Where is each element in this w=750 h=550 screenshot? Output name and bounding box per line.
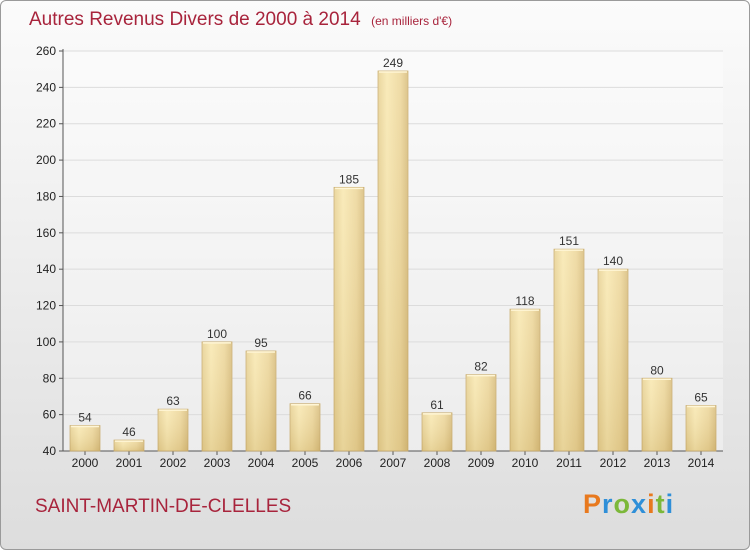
value-label: 80 bbox=[650, 363, 664, 377]
x-tick-label: 2013 bbox=[644, 456, 671, 470]
bar-shade bbox=[466, 374, 496, 451]
x-tick-label: 2007 bbox=[380, 456, 407, 470]
y-tick-label: 100 bbox=[36, 335, 56, 349]
value-label: 66 bbox=[298, 389, 312, 403]
y-tick-label: 240 bbox=[36, 80, 56, 94]
y-tick-label: 120 bbox=[36, 299, 56, 313]
bar-layer bbox=[69, 70, 717, 452]
bar-shade bbox=[70, 425, 100, 451]
y-tick-label: 140 bbox=[36, 262, 56, 276]
y-tick-label: 200 bbox=[36, 153, 56, 167]
bar-shade bbox=[422, 412, 452, 451]
x-tick-label: 2009 bbox=[468, 456, 495, 470]
bar-shade bbox=[114, 440, 144, 451]
value-label: 100 bbox=[207, 327, 227, 341]
value-label: 54 bbox=[78, 411, 92, 425]
logo-letter: i bbox=[665, 489, 675, 519]
y-tick-label: 60 bbox=[43, 408, 57, 422]
x-tick-label: 2004 bbox=[248, 456, 275, 470]
y-tick-label: 80 bbox=[43, 371, 57, 385]
value-label: 140 bbox=[603, 254, 623, 268]
logo-letter: r bbox=[602, 489, 614, 519]
bar-shade bbox=[202, 341, 232, 451]
x-tick-label: 2012 bbox=[600, 456, 627, 470]
bar-shade bbox=[158, 409, 188, 451]
y-tick-label: 40 bbox=[43, 444, 57, 458]
logo-letter: P bbox=[583, 489, 603, 519]
bar-shade bbox=[598, 269, 628, 451]
x-tick-label: 2003 bbox=[204, 456, 231, 470]
value-label: 95 bbox=[254, 336, 268, 350]
bar-shade bbox=[554, 249, 584, 451]
bar-shade bbox=[246, 351, 276, 451]
value-label: 46 bbox=[122, 425, 136, 439]
logo-letter: t bbox=[655, 489, 666, 519]
x-tick-label: 2002 bbox=[160, 456, 187, 470]
value-label: 65 bbox=[694, 391, 708, 405]
value-label: 185 bbox=[339, 172, 359, 186]
x-tick-label: 2010 bbox=[512, 456, 539, 470]
logo-letter: o bbox=[613, 489, 632, 519]
label-layer: 54 46 63 100 95 66 185 249 61 82 118 151 140 80 65 bbox=[78, 56, 708, 439]
logo-letter: x bbox=[631, 489, 648, 519]
x-tick-label: 2006 bbox=[336, 456, 363, 470]
y-tick-label: 220 bbox=[36, 117, 56, 131]
bar-shade bbox=[334, 187, 364, 451]
x-tick-label: 2005 bbox=[292, 456, 319, 470]
y-tick-label: 160 bbox=[36, 226, 56, 240]
bar-shade bbox=[510, 309, 540, 451]
proxiti-logo: Proxiti bbox=[583, 489, 674, 520]
title-row: Autres Revenus Divers de 2000 à 2014 (en… bbox=[29, 9, 452, 31]
bar-shade bbox=[642, 378, 672, 451]
y-tick-label: 180 bbox=[36, 189, 56, 203]
x-tick-label: 2001 bbox=[116, 456, 143, 470]
value-label: 118 bbox=[515, 294, 534, 308]
chart-title: Autres Revenus Divers de 2000 à 2014 bbox=[29, 9, 361, 30]
x-tick-label: 2008 bbox=[424, 456, 451, 470]
y-tick-label: 260 bbox=[36, 44, 56, 58]
bar-shade bbox=[378, 71, 408, 451]
value-label: 61 bbox=[430, 398, 444, 412]
logo-letter: i bbox=[647, 489, 656, 519]
x-tick-label: 2014 bbox=[688, 456, 715, 470]
value-label: 63 bbox=[166, 394, 180, 408]
chart-unit: (en milliers d'€) bbox=[371, 14, 453, 28]
bar-shade bbox=[290, 403, 320, 451]
town-name: SAINT-MARTIN-DE-CLELLES bbox=[35, 496, 292, 517]
bar-shade bbox=[686, 405, 716, 451]
value-label: 151 bbox=[559, 234, 579, 248]
x-tick-label: 2000 bbox=[72, 456, 99, 470]
value-label: 249 bbox=[383, 56, 403, 70]
value-label: 82 bbox=[474, 360, 488, 374]
x-tick-label: 2011 bbox=[556, 456, 582, 470]
